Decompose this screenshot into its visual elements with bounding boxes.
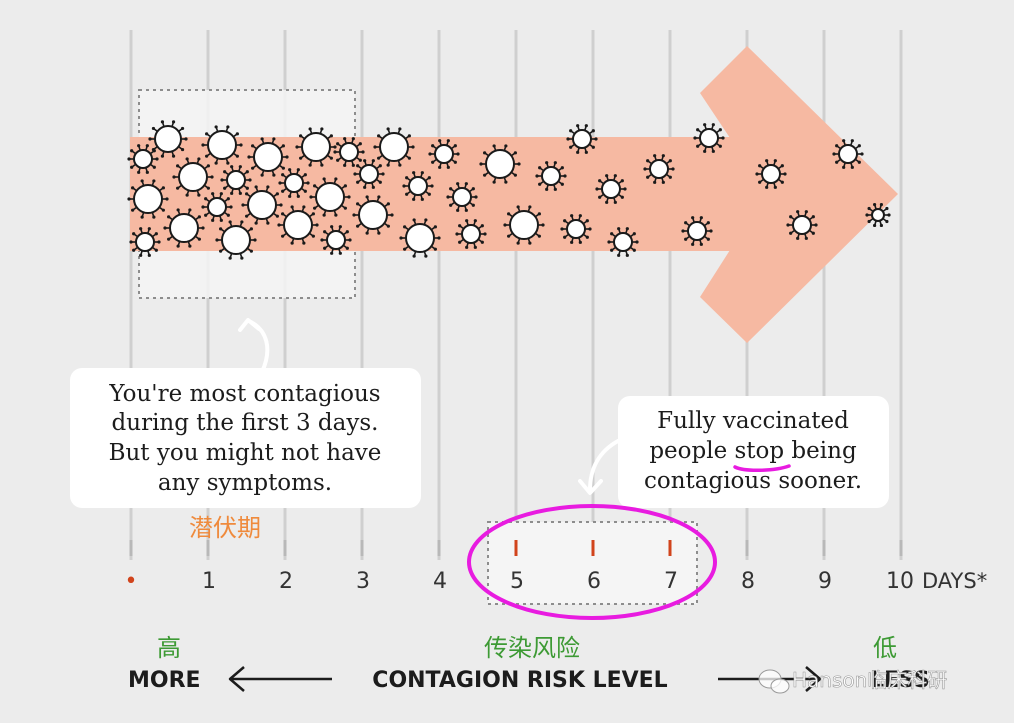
callout-right-stop: stop bbox=[735, 438, 785, 464]
virus-icon bbox=[402, 171, 434, 201]
axis-label-day-2: 2 bbox=[279, 569, 293, 594]
virus-icon bbox=[320, 225, 352, 255]
days-5-7-box bbox=[487, 521, 698, 605]
watermark-text: Hanson临床科研 bbox=[792, 668, 947, 692]
virus-icon bbox=[148, 120, 188, 158]
virus-icon bbox=[865, 202, 891, 228]
virus-icon bbox=[201, 125, 243, 165]
virus-icon bbox=[278, 168, 310, 198]
callout-right-people: people bbox=[649, 438, 734, 464]
watermark: Hanson临床科研 bbox=[758, 668, 948, 694]
risk-cn-label: 传染风险 bbox=[484, 634, 580, 662]
axis-label-day-6: 6 bbox=[587, 569, 601, 594]
axis-unit-label: DAYS* bbox=[922, 569, 987, 593]
virus-icon bbox=[127, 179, 169, 219]
callout-right-line-1: Fully vaccinated bbox=[657, 408, 849, 434]
virus-icon bbox=[220, 165, 252, 195]
virus-icon bbox=[786, 210, 818, 240]
axis-zero-marker: • bbox=[125, 569, 138, 594]
virus-icon bbox=[681, 216, 713, 246]
virus-icon bbox=[607, 227, 639, 257]
virus-icon bbox=[241, 185, 283, 225]
virus-icon bbox=[309, 177, 351, 217]
callout-left-line-2: during the first 3 days. bbox=[112, 410, 379, 436]
arrow-head bbox=[700, 46, 898, 343]
callout-right-line-3: contagious sooner. bbox=[644, 468, 862, 494]
days-axis: • 1 2 3 4 5 6 7 8 9 10 DAYS* bbox=[125, 540, 987, 594]
callout-left-line-1: You're most contagious bbox=[108, 381, 380, 407]
virus-icon bbox=[479, 144, 521, 184]
virus-icon bbox=[129, 227, 161, 257]
callout-left-box bbox=[70, 368, 421, 508]
virus-icon bbox=[566, 124, 598, 154]
low-cn-label: 低 bbox=[873, 634, 897, 662]
contagion-risk-level-label: CONTAGION RISK LEVEL bbox=[372, 668, 667, 693]
virus-icon bbox=[832, 139, 864, 169]
callout-right: Fully vaccinated people stop being conta… bbox=[618, 396, 889, 508]
callout-right-pointer-head bbox=[578, 479, 603, 495]
callout-right-pointer bbox=[588, 439, 620, 492]
axis-label-day-3: 3 bbox=[356, 569, 370, 594]
virus-icon bbox=[353, 159, 385, 189]
more-label: MORE bbox=[128, 668, 201, 693]
callout-right-line-2: people stop being bbox=[649, 438, 857, 464]
virus-icon bbox=[446, 182, 478, 212]
virus-icon bbox=[201, 192, 233, 222]
virus-icon bbox=[373, 127, 415, 167]
wechat-icon bbox=[758, 669, 790, 694]
incubation-cn-label: 潜伏期 bbox=[189, 514, 261, 542]
virus-icon bbox=[172, 157, 214, 197]
axis-label-day-7: 7 bbox=[664, 569, 678, 594]
virus-icon bbox=[333, 137, 365, 167]
axis-label-day-9: 9 bbox=[818, 569, 832, 594]
callout-left-line-4: any symptoms. bbox=[158, 470, 332, 496]
virus-icon bbox=[643, 154, 675, 184]
less-label: LESS bbox=[870, 668, 930, 693]
axis-label-day-10: 10 bbox=[886, 569, 914, 594]
virus-icon bbox=[163, 208, 205, 248]
virus-icon bbox=[560, 214, 592, 244]
callout-left-pointer-head bbox=[238, 318, 261, 332]
virus-icon bbox=[755, 159, 787, 189]
callout-right-box bbox=[618, 396, 889, 508]
virus-icon bbox=[503, 205, 545, 245]
callout-left: You're most contagious during the first … bbox=[70, 368, 421, 508]
virus-icon bbox=[428, 139, 460, 169]
stop-underline bbox=[733, 464, 791, 472]
callout-right-being: being bbox=[784, 438, 857, 464]
callout-left-line-3: But you might not have bbox=[109, 440, 382, 466]
virus-icon bbox=[455, 219, 487, 249]
virus-icon bbox=[535, 161, 567, 191]
axis-label-day-4: 4 bbox=[433, 569, 447, 594]
virus-icon bbox=[352, 195, 394, 235]
left-arrow bbox=[228, 666, 332, 692]
virus-icon bbox=[277, 205, 319, 245]
high-cn-label: 高 bbox=[157, 634, 181, 662]
axis-label-day-8: 8 bbox=[741, 569, 755, 594]
virus-icon bbox=[595, 174, 627, 204]
axis-label-day-1: 1 bbox=[202, 569, 216, 594]
virus-icon bbox=[127, 144, 159, 174]
virus-icon bbox=[693, 123, 725, 153]
virus-icon bbox=[247, 137, 289, 177]
virus-icon bbox=[215, 220, 257, 260]
highlight-circle bbox=[467, 504, 717, 620]
axis-label-day-5: 5 bbox=[510, 569, 524, 594]
virus-icon bbox=[295, 127, 337, 167]
virus-particles bbox=[127, 120, 891, 260]
virus-icon bbox=[399, 218, 441, 258]
